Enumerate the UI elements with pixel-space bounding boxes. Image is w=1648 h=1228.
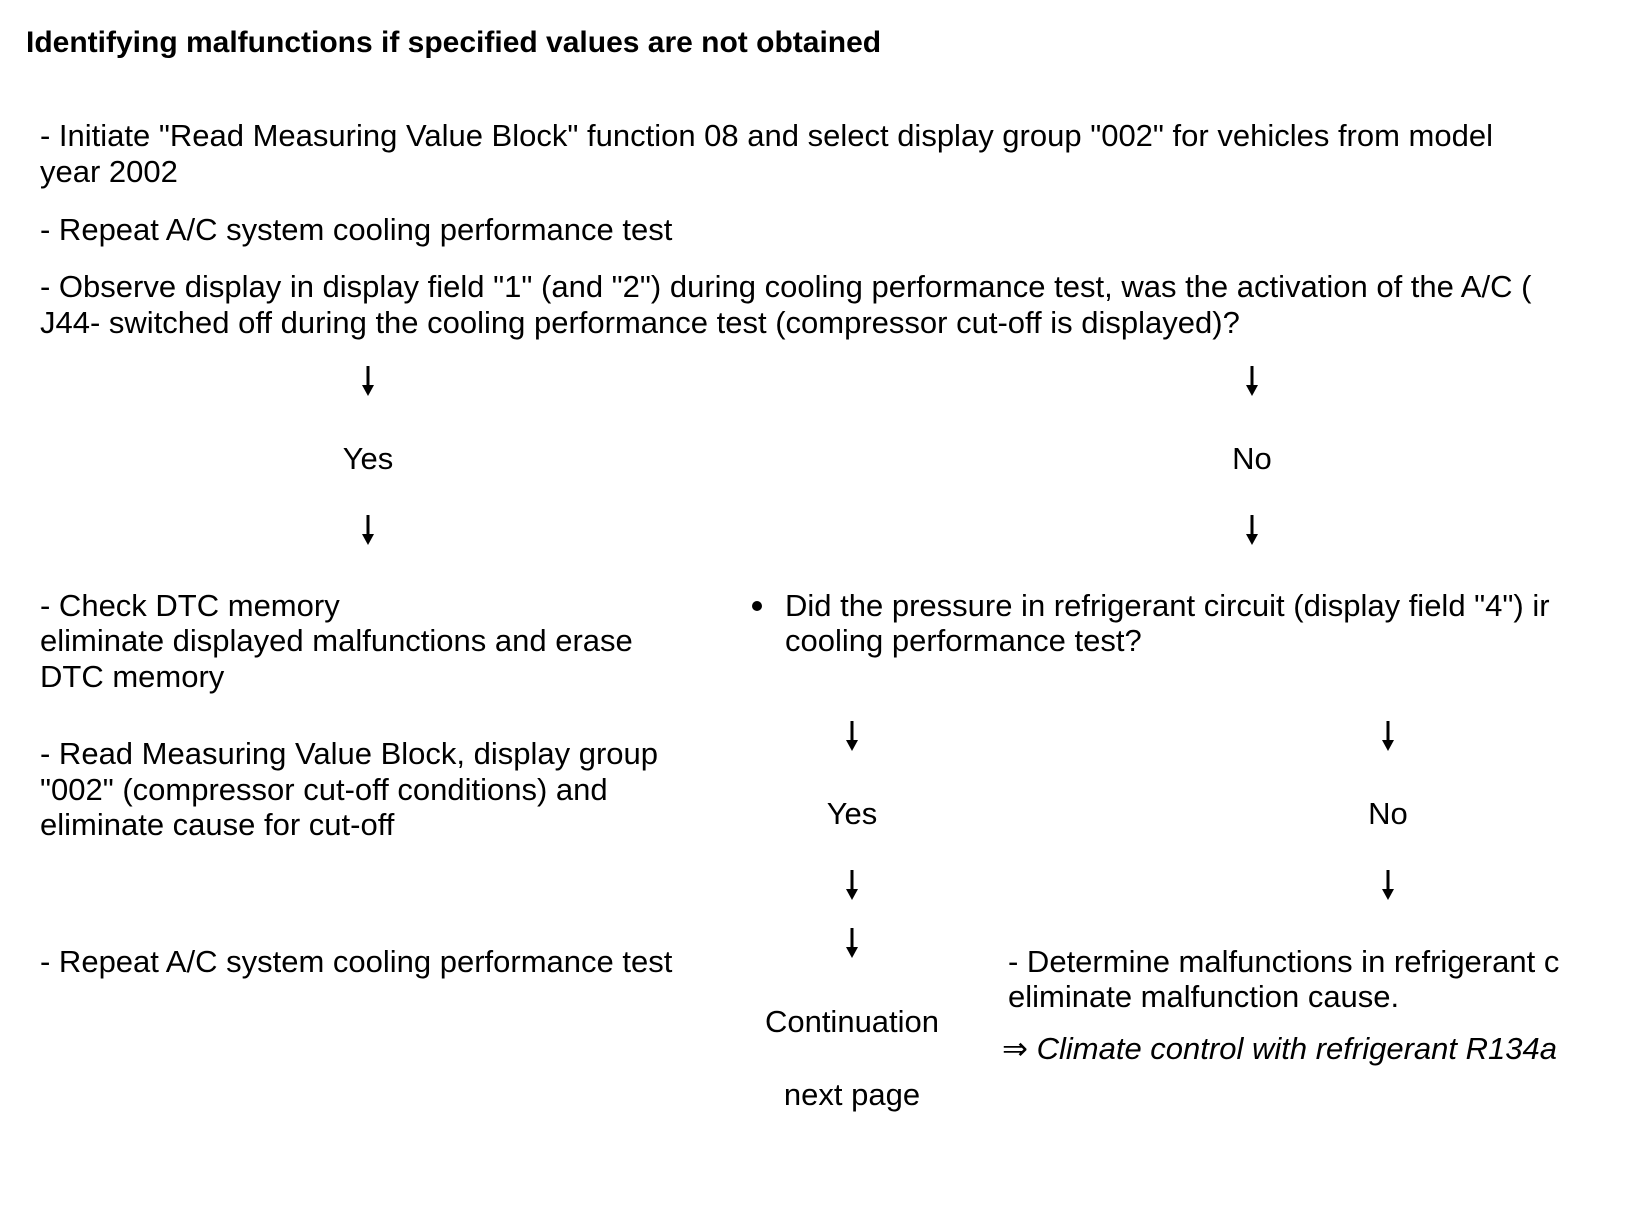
down-arrow-icon <box>1378 869 1398 901</box>
down-arrow-icon <box>842 869 862 901</box>
repeat-test: - Repeat A/C system cooling performance … <box>40 944 673 979</box>
down-arrow-icon <box>1378 720 1398 752</box>
bullet-icon <box>752 601 762 611</box>
step1-line1: - Initiate "Read Measuring Value Block" … <box>40 118 1493 153</box>
next-page-label: next page <box>783 1077 921 1112</box>
branch1-yes-label: Yes <box>342 441 394 476</box>
down-arrow-icon <box>358 514 378 546</box>
down-arrow-icon <box>358 365 378 397</box>
step3-line1: - Observe display in display field "1" (… <box>40 269 1532 304</box>
branch2-no-label: No <box>1368 796 1408 831</box>
step3-line2: J44- switched off during the cooling per… <box>40 305 1240 340</box>
read-mvb-line1: - Read Measuring Value Block, display gr… <box>40 736 659 771</box>
check-dtc-line3: DTC memory <box>40 659 225 694</box>
down-arrow-icon <box>1242 365 1262 397</box>
cross-reference-link[interactable]: ⇒ Climate control with refrigerant R134a <box>1002 1030 1557 1067</box>
check-dtc-line1: - Check DTC memory <box>40 588 340 623</box>
pressure-question-line1: Did the pressure in refrigerant circuit … <box>785 588 1550 623</box>
down-arrow-icon <box>842 927 862 959</box>
continuation-label: Continuation <box>764 1004 940 1039</box>
down-arrow-icon <box>842 720 862 752</box>
pressure-question-line2: cooling performance test? <box>785 623 1142 658</box>
determine-line1: - Determine malfunctions in refrigerant … <box>1008 944 1560 979</box>
branch1-no-label: No <box>1232 441 1272 476</box>
page-title: Identifying malfunctions if specified va… <box>26 26 882 59</box>
read-mvb-line2: "002" (compressor cut-off conditions) an… <box>40 772 608 807</box>
double-arrow-icon: ⇒ <box>1002 1031 1028 1066</box>
down-arrow-icon <box>1242 514 1262 546</box>
read-mvb-line3: eliminate cause for cut-off <box>40 807 395 842</box>
step2: - Repeat A/C system cooling performance … <box>40 212 673 247</box>
cross-reference-text: Climate control with refrigerant R134a <box>1036 1031 1557 1066</box>
determine-line2: eliminate malfunction cause. <box>1008 979 1400 1014</box>
step1-line2: year 2002 <box>40 154 178 189</box>
check-dtc-line2: eliminate displayed malfunctions and era… <box>40 623 633 658</box>
branch2-yes-label: Yes <box>826 796 878 831</box>
